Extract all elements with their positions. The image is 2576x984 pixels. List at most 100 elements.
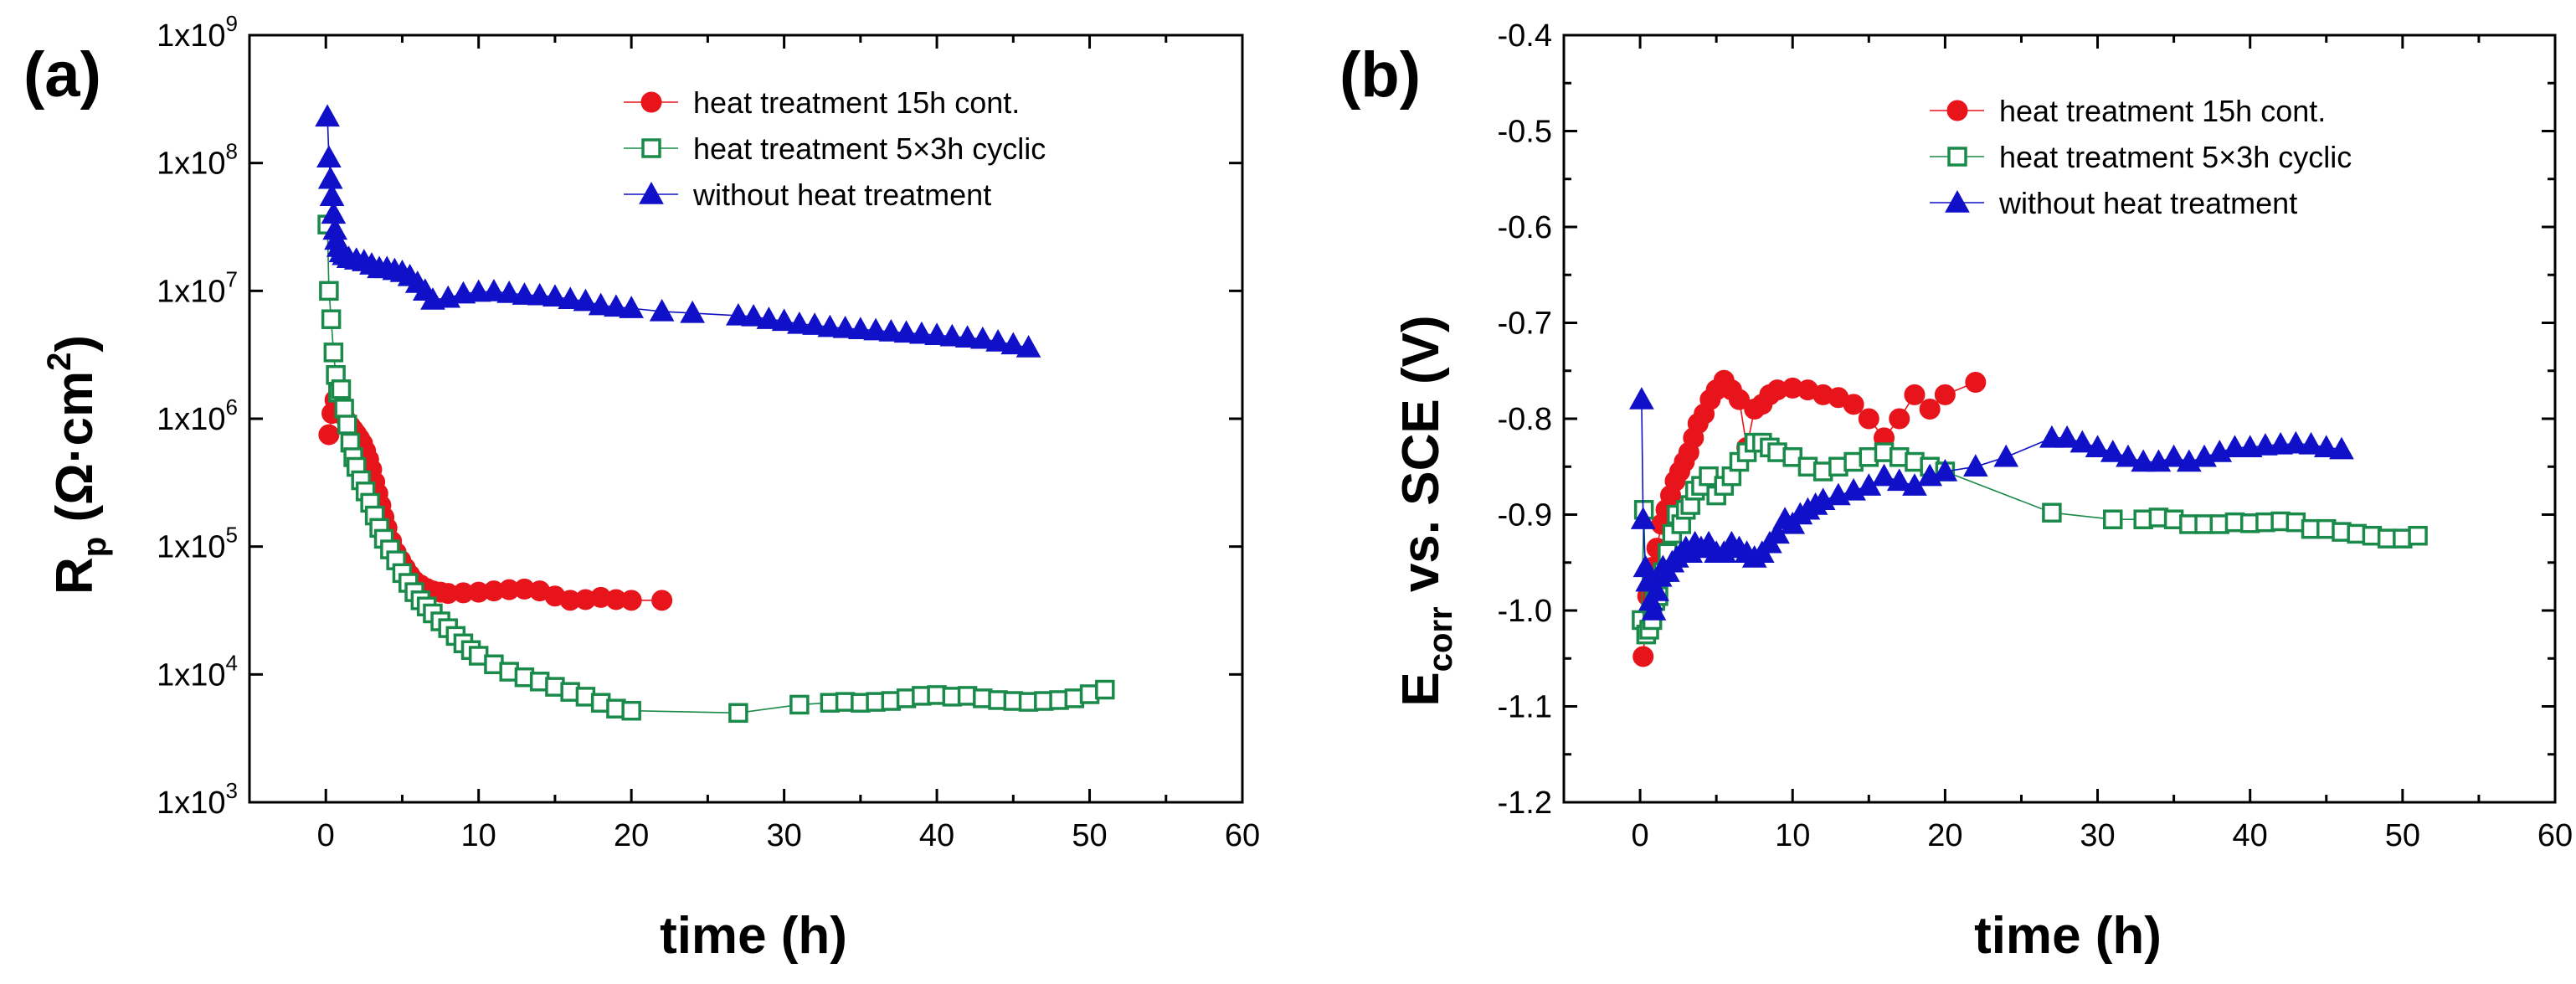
data-point-square (334, 399, 354, 419)
y-tick-label: 1x103 (157, 778, 238, 821)
panel-a-ylabel-main: R (46, 557, 104, 595)
y-tick-label: -1.0 (1498, 594, 1552, 629)
data-point-triangle (1886, 468, 1912, 492)
data-point-circle (1632, 646, 1654, 667)
data-point-triangle (893, 320, 919, 343)
data-point-circle (620, 590, 642, 611)
data-point-square (621, 700, 641, 721)
data-point-triangle (619, 296, 645, 318)
panel-b-ylabel-main: E (1392, 672, 1450, 706)
data-point-triangle (573, 288, 599, 312)
data-point-circle (1858, 408, 1879, 430)
panel-a-ylabel-sub: p (76, 537, 113, 557)
data-point-square (789, 694, 810, 715)
data-point-circle (1934, 384, 1956, 405)
data-point-triangle (1629, 387, 1654, 410)
data-point-triangle (756, 307, 782, 329)
data-point-circle (1965, 371, 1987, 393)
data-point-triangle (908, 321, 934, 344)
legend-marker-triangle (1945, 189, 1970, 213)
panel-b-series (1629, 369, 2428, 667)
data-point-circle (1728, 389, 1750, 410)
x-tick-label: 10 (1775, 818, 1810, 853)
panel-b-ticks: 0 10 20 30 40 50 60 -1.2 -1.1 -1.0 -0.9 -0.8 -0.7 -0.… (1498, 18, 2573, 853)
x-tick-label: 0 (317, 818, 335, 853)
x-tick-label: 50 (1072, 818, 1107, 853)
panel-b-x-axis-title: time (h) (1974, 907, 2162, 965)
series-green (1632, 432, 2428, 645)
data-point-triangle (1641, 597, 1667, 621)
x-tick-label: 30 (766, 818, 801, 853)
legend-marker-triangle (639, 181, 664, 204)
legend-marker-circle (640, 91, 662, 113)
data-point-triangle (2100, 440, 2126, 462)
panel-a-y-axis-title: Rp (Ω·cm2) (41, 335, 113, 595)
data-point-triangle (481, 278, 506, 301)
panel-b-legend: heat treatment 15h cont. heat treatment 5… (1930, 94, 2352, 220)
data-point-circle (1904, 384, 1926, 405)
data-point-circle (651, 590, 673, 611)
data-point-square (323, 343, 344, 363)
data-point-triangle (1932, 458, 1958, 482)
panel-a-series (315, 104, 1115, 724)
data-point-square (319, 281, 339, 301)
x-tick-label: 10 (461, 818, 496, 853)
y-tick-label: -1.1 (1498, 690, 1552, 725)
data-point-triangle (832, 315, 858, 338)
data-point-triangle (2054, 425, 2080, 448)
data-point-square (1095, 679, 1115, 700)
data-point-circle (1843, 394, 1864, 415)
data-point-triangle (924, 322, 949, 345)
data-point-triangle (1993, 444, 2019, 467)
legend-label: heat treatment 5×3h cyclic (1999, 140, 2352, 174)
data-point-triangle (604, 294, 629, 317)
data-point-triangle (954, 325, 980, 348)
data-point-circle (1919, 399, 1941, 420)
x-tick-label: 60 (1225, 818, 1260, 853)
data-point-triangle (2313, 435, 2339, 458)
data-point-triangle (863, 317, 888, 341)
legend-label: without heat treatment (692, 178, 991, 212)
data-point-triangle (2161, 444, 2187, 467)
data-point-triangle (2298, 431, 2324, 455)
data-point-triangle (771, 308, 797, 332)
data-point-triangle (2116, 444, 2141, 467)
data-point-triangle (787, 311, 812, 334)
data-point-triangle (741, 303, 766, 327)
data-point-triangle (969, 326, 995, 349)
y-tick-label: -0.5 (1498, 115, 1552, 150)
panel-b-label: (b) (1339, 39, 1421, 111)
series-blue (315, 104, 1041, 358)
y-tick-label: 1x107 (157, 266, 238, 309)
panel-a-ylabel-unit-close: ) (46, 335, 104, 353)
data-point-triangle (847, 317, 873, 339)
data-point-triangle (2222, 435, 2248, 458)
data-point-triangle (1962, 454, 1988, 477)
data-point-triangle (496, 281, 522, 303)
data-point-square (2042, 502, 2062, 523)
data-point-triangle (2070, 430, 2095, 453)
panel-b-ylabel-rest: vs. SCE (V) (1392, 315, 1450, 606)
data-point-triangle (2039, 425, 2064, 448)
panel-a-legend: heat treatment 15h cont. heat treatment 5… (624, 85, 1046, 212)
x-tick-label: 20 (614, 818, 649, 853)
legend-label: heat treatment 15h cont. (693, 85, 1020, 120)
panel-a-ticks: 0 10 20 30 40 50 60 1x103 1x104 1x105 1x106 1x107 1x… (157, 11, 1260, 853)
legend-label: heat treatment 15h cont. (1999, 94, 2326, 128)
x-tick-label: 30 (2080, 818, 2115, 853)
data-point-triangle (2283, 430, 2309, 454)
data-point-square (2103, 509, 2123, 529)
y-tick-label: -0.7 (1498, 307, 1552, 342)
y-tick-label: 1x104 (157, 650, 238, 693)
data-point-square (2408, 525, 2428, 546)
panel-a-x-axis-title: time (h) (660, 907, 847, 965)
data-point-triangle (1871, 463, 1897, 487)
data-point-square (331, 379, 352, 399)
x-tick-label: 40 (2233, 818, 2268, 853)
legend-marker-square (641, 138, 661, 158)
y-tick-label: -0.6 (1498, 210, 1552, 245)
data-point-triangle (817, 314, 843, 337)
data-point-square (321, 309, 342, 329)
